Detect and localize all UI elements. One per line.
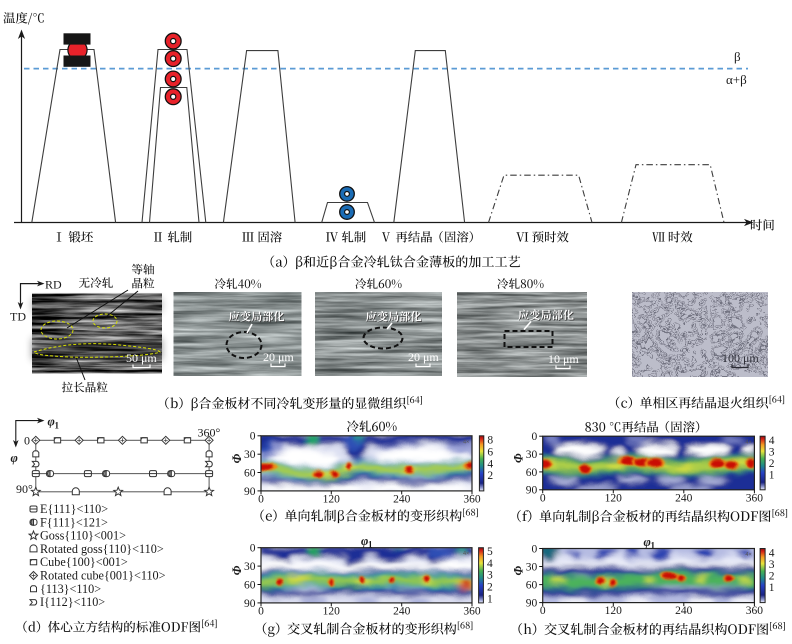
svg-text:0: 0 xyxy=(531,431,537,443)
svg-text:60: 60 xyxy=(526,467,538,479)
svg-text:0: 0 xyxy=(540,605,546,617)
svg-text:2: 2 xyxy=(487,582,493,594)
svg-text:Rotated cube{001}<110>: Rotated cube{001}<110> xyxy=(40,569,166,583)
svg-text:5: 5 xyxy=(487,546,493,558)
svg-text:φ: φ xyxy=(361,534,368,548)
svg-text:0: 0 xyxy=(258,493,264,505)
svg-text:0: 0 xyxy=(531,543,537,555)
svg-text:30: 30 xyxy=(244,449,256,461)
svg-text:Rotated goss{110}<110>: Rotated goss{110}<110> xyxy=(40,542,164,556)
svg-text:360: 360 xyxy=(746,605,764,617)
svg-text:0: 0 xyxy=(24,434,30,448)
svg-text:RD: RD xyxy=(45,278,62,292)
svg-text:1: 1 xyxy=(368,540,373,550)
svg-text:4: 4 xyxy=(487,458,493,470)
svg-text:3: 3 xyxy=(769,559,775,571)
svg-text:0: 0 xyxy=(250,543,256,555)
svg-text:360: 360 xyxy=(463,605,481,617)
svg-text:I{112}<110>: I{112}<110> xyxy=(40,595,105,609)
svg-text:φ: φ xyxy=(11,451,18,465)
svg-text:3: 3 xyxy=(487,570,493,582)
svg-text:20 μm: 20 μm xyxy=(263,350,294,364)
svg-text:Cube{100}<001>: Cube{100}<001> xyxy=(40,555,128,569)
svg-text:φ: φ xyxy=(48,415,55,429)
svg-text:240: 240 xyxy=(393,493,411,505)
svg-text:2: 2 xyxy=(769,458,775,470)
svg-text:4: 4 xyxy=(769,435,775,447)
svg-text:30: 30 xyxy=(526,449,538,461)
svg-text:240: 240 xyxy=(675,492,693,504)
svg-text:Goss{110}<001>: Goss{110}<001> xyxy=(40,529,126,543)
svg-text:Φ: Φ xyxy=(230,565,244,575)
svg-text:4×: 4× xyxy=(745,440,751,446)
svg-text:1: 1 xyxy=(55,421,60,431)
svg-text:F{111}<121>: F{111}<121> xyxy=(40,515,108,529)
svg-text:8: 8 xyxy=(487,435,493,447)
svg-text:1: 1 xyxy=(769,470,775,482)
svg-text:1: 1 xyxy=(769,582,775,594)
svg-text:φ: φ xyxy=(644,535,651,549)
svg-text:240: 240 xyxy=(675,605,693,617)
svg-text:60: 60 xyxy=(244,579,256,591)
svg-text:E{111}<110>: E{111}<110> xyxy=(40,502,108,516)
svg-text:TD: TD xyxy=(10,310,26,324)
svg-text:0: 0 xyxy=(250,431,256,443)
svg-text:90: 90 xyxy=(526,598,538,610)
svg-text:50 μm: 50 μm xyxy=(126,351,157,365)
svg-text:4×: 4× xyxy=(745,552,751,558)
svg-text:α+β: α+β xyxy=(726,72,747,87)
svg-text:{113}<110>: {113}<110> xyxy=(40,582,101,596)
svg-text:Φ: Φ xyxy=(512,453,526,463)
svg-text:4×: 4× xyxy=(463,551,469,557)
svg-text:1: 1 xyxy=(487,594,493,606)
svg-text:4×: 4× xyxy=(463,439,469,445)
svg-text:90: 90 xyxy=(526,485,538,497)
svg-text:0: 0 xyxy=(258,605,264,617)
svg-text:120: 120 xyxy=(323,605,341,617)
svg-text:30: 30 xyxy=(244,561,256,573)
svg-text:120: 120 xyxy=(605,605,623,617)
svg-text:2: 2 xyxy=(487,470,493,482)
svg-text:90: 90 xyxy=(244,598,256,610)
svg-text:90: 90 xyxy=(244,486,256,498)
svg-text:4: 4 xyxy=(769,547,775,559)
svg-text:100 μm: 100 μm xyxy=(722,351,759,365)
svg-text:20 μm: 20 μm xyxy=(408,350,439,364)
svg-text:1: 1 xyxy=(651,541,656,551)
svg-text:360: 360 xyxy=(463,493,481,505)
svg-text:120: 120 xyxy=(323,493,341,505)
svg-text:360: 360 xyxy=(746,492,764,504)
svg-text:120: 120 xyxy=(605,492,623,504)
svg-text:β: β xyxy=(734,49,741,64)
svg-text:10 μm: 10 μm xyxy=(548,352,579,366)
svg-text:90°: 90° xyxy=(16,482,33,496)
svg-text:240: 240 xyxy=(393,605,411,617)
svg-text:60: 60 xyxy=(244,467,256,479)
svg-text:2: 2 xyxy=(769,571,775,583)
svg-text:6: 6 xyxy=(487,447,493,459)
svg-text:3: 3 xyxy=(769,447,775,459)
svg-text:360°: 360° xyxy=(198,426,221,440)
svg-text:Φ: Φ xyxy=(230,453,244,463)
svg-text:60: 60 xyxy=(526,579,538,591)
svg-text:30: 30 xyxy=(526,561,538,573)
svg-text:Φ: Φ xyxy=(512,566,526,576)
svg-text:0: 0 xyxy=(540,492,546,504)
svg-text:4: 4 xyxy=(487,558,493,570)
